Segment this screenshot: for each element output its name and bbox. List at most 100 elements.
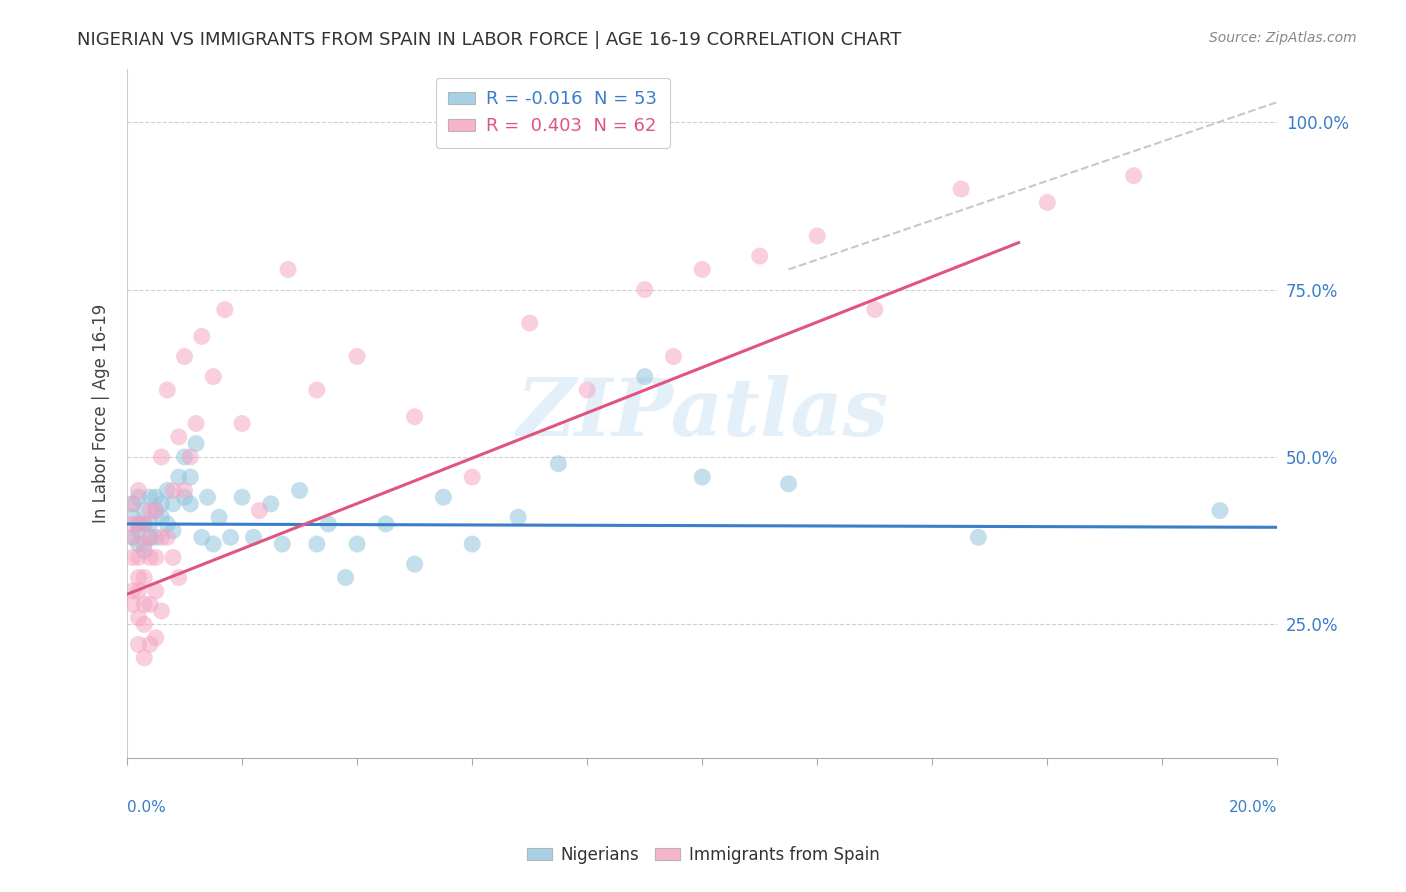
Text: Source: ZipAtlas.com: Source: ZipAtlas.com (1209, 31, 1357, 45)
Point (128, 483, 150, 498)
Text: NIGERIAN VS IMMIGRANTS FROM SPAIN IN LABOR FORCE | AGE 16-19 CORRELATION CHART: NIGERIAN VS IMMIGRANTS FROM SPAIN IN LAB… (77, 31, 901, 49)
Point (134, 516, 156, 531)
Point (184, 417, 207, 431)
Point (150, 510, 173, 524)
Point (128, 570, 150, 584)
Point (271, 537, 294, 551)
Point (150, 604, 173, 618)
Text: ZIPatlas: ZIPatlas (516, 375, 889, 452)
Point (404, 557, 426, 571)
Point (173, 450, 195, 464)
Point (690, 262, 713, 277)
Point (208, 510, 231, 524)
Point (634, 283, 657, 297)
Point (576, 383, 599, 397)
Point (318, 516, 340, 531)
Point (508, 510, 530, 524)
Point (519, 316, 541, 330)
Point (128, 537, 150, 551)
Point (139, 490, 162, 504)
Point (145, 490, 167, 504)
Point (1209, 503, 1232, 517)
Point (179, 450, 201, 464)
Point (950, 182, 973, 196)
Point (139, 516, 162, 531)
Point (128, 550, 150, 565)
Point (662, 350, 685, 364)
Point (461, 470, 484, 484)
Point (219, 530, 242, 544)
Text: 0.0%: 0.0% (127, 800, 166, 814)
Point (128, 638, 150, 652)
Point (335, 570, 357, 584)
Point (690, 470, 713, 484)
Point (162, 497, 184, 511)
Point (202, 537, 225, 551)
Point (173, 490, 195, 504)
Point (121, 516, 143, 531)
Point (288, 483, 311, 498)
Point (260, 497, 283, 511)
Point (432, 490, 454, 504)
Point (277, 262, 299, 277)
Point (863, 302, 886, 317)
Point (128, 516, 150, 531)
Point (134, 651, 156, 665)
Point (191, 530, 214, 544)
Point (346, 350, 368, 364)
Point (150, 450, 173, 464)
Point (145, 530, 167, 544)
Point (191, 329, 214, 343)
Point (121, 510, 143, 524)
Point (139, 597, 162, 611)
Point (374, 516, 396, 531)
Point (242, 530, 264, 544)
Point (134, 597, 156, 611)
Point (461, 537, 484, 551)
Point (145, 550, 167, 565)
Legend: Nigerians, Immigrants from Spain: Nigerians, Immigrants from Spain (520, 839, 886, 871)
Point (128, 516, 150, 531)
Point (134, 503, 156, 517)
Point (156, 530, 179, 544)
Point (145, 583, 167, 598)
Point (139, 530, 162, 544)
Point (128, 524, 150, 538)
Legend: R = -0.016  N = 53, R =  0.403  N = 62: R = -0.016 N = 53, R = 0.403 N = 62 (436, 78, 669, 148)
Point (150, 530, 173, 544)
Point (121, 497, 143, 511)
Point (121, 597, 143, 611)
Point (167, 470, 190, 484)
Point (162, 550, 184, 565)
Point (121, 583, 143, 598)
Point (231, 490, 253, 504)
Text: 20.0%: 20.0% (1229, 800, 1278, 814)
Point (305, 383, 328, 397)
Point (184, 436, 207, 450)
Point (139, 530, 162, 544)
Point (134, 537, 156, 551)
Point (806, 229, 828, 244)
Point (167, 430, 190, 444)
Point (134, 617, 156, 632)
Point (139, 550, 162, 565)
Point (121, 497, 143, 511)
Point (121, 530, 143, 544)
Point (1036, 195, 1059, 210)
Point (156, 483, 179, 498)
Point (179, 497, 201, 511)
Point (134, 570, 156, 584)
Y-axis label: In Labor Force | Age 16-19: In Labor Force | Age 16-19 (93, 304, 110, 523)
Point (231, 417, 253, 431)
Point (139, 638, 162, 652)
Point (247, 503, 270, 517)
Point (778, 476, 800, 491)
Point (156, 516, 179, 531)
Point (173, 350, 195, 364)
Point (156, 383, 179, 397)
Point (305, 537, 328, 551)
Point (404, 409, 426, 424)
Point (179, 470, 201, 484)
Point (1122, 169, 1144, 183)
Point (128, 610, 150, 624)
